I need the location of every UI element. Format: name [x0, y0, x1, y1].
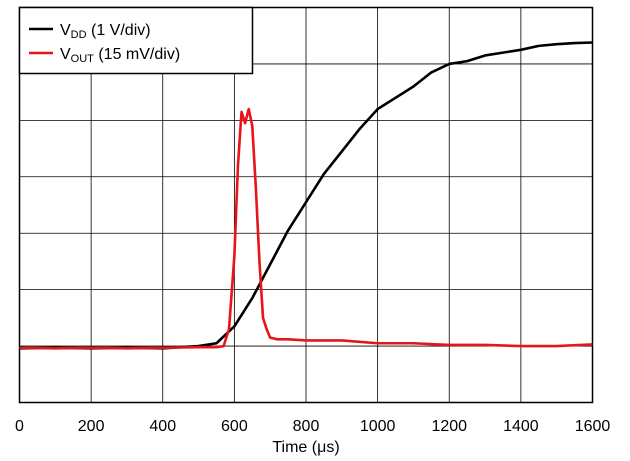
x-tick-label: 1400: [503, 418, 539, 435]
x-tick-label: 800: [293, 418, 320, 435]
legend-label-vdd: VDD (1 V/div): [60, 22, 151, 41]
x-tick-label: 1200: [431, 418, 467, 435]
x-tick-label: 400: [149, 418, 176, 435]
x-axis-ticks: 0 200 400 600 800 1000 1200 1400 1600: [15, 418, 610, 435]
x-tick-label: 1600: [575, 418, 611, 435]
x-axis-label: Time (μs): [272, 439, 339, 456]
legend: VDD (1 V/div) VOUT (15 mV/div): [18, 6, 254, 75]
series-line-vout: [19, 107, 593, 350]
x-tick-label: 1000: [360, 418, 396, 435]
plot-frame: [18, 6, 594, 404]
x-tick-label: 0: [15, 418, 24, 435]
x-tick-label: 200: [78, 418, 105, 435]
legend-label-vout: VOUT (15 mV/div): [60, 46, 180, 65]
x-tick-label: 600: [221, 418, 248, 435]
series-layer: [19, 41, 593, 350]
legend-box: [18, 6, 254, 75]
